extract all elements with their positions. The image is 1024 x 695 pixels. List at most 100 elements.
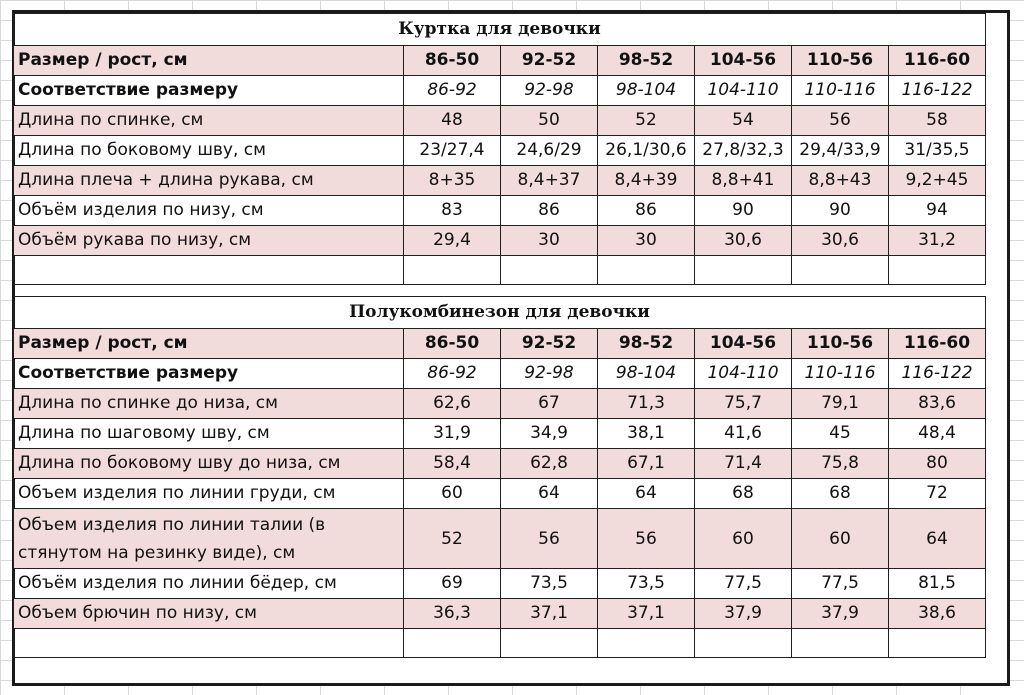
size-header-cell[interactable]: 104-56 — [694, 328, 792, 359]
empty-cell[interactable] — [13, 255, 404, 285]
measurement-value[interactable]: 80 — [888, 448, 986, 479]
measurement-value[interactable]: 71,4 — [694, 448, 792, 479]
size-header-cell[interactable]: 116-60 — [888, 45, 986, 76]
empty-cell[interactable] — [13, 628, 404, 658]
measurement-value[interactable]: 29,4/33,9 — [791, 135, 889, 166]
measurement-value[interactable]: 77,5 — [694, 568, 792, 599]
measurement-value[interactable]: 62,8 — [500, 448, 598, 479]
size-fit-cell[interactable]: 92-98 — [500, 75, 598, 106]
measurement-value[interactable]: 94 — [888, 195, 986, 226]
measurement-value[interactable]: 24,6/29 — [500, 135, 598, 166]
measurement-value[interactable]: 90 — [791, 195, 889, 226]
empty-cell[interactable] — [500, 255, 598, 285]
measurement-value[interactable]: 64 — [597, 478, 695, 509]
size-header-cell[interactable]: 98-52 — [597, 328, 695, 359]
size-header-label[interactable]: Размер / рост, см — [13, 45, 404, 76]
measurement-value[interactable]: 38,6 — [888, 598, 986, 629]
measurement-value[interactable]: 86 — [597, 195, 695, 226]
measurement-value[interactable]: 48,4 — [888, 418, 986, 449]
measurement-label[interactable]: Длина по спинке до низа, см — [13, 388, 404, 419]
measurement-label[interactable]: Длина плеча + длина рукава, см — [13, 165, 404, 196]
measurement-value[interactable]: 8,4+37 — [500, 165, 598, 196]
measurement-value[interactable]: 8,8+43 — [791, 165, 889, 196]
measurement-value[interactable]: 56 — [791, 105, 889, 136]
measurement-value[interactable]: 9,2+45 — [888, 165, 986, 196]
measurement-value[interactable]: 27,8/32,3 — [694, 135, 792, 166]
size-fit-cell[interactable]: 110-116 — [791, 358, 889, 389]
measurement-value[interactable]: 31,9 — [403, 418, 501, 449]
empty-cell[interactable] — [597, 628, 695, 658]
measurement-value[interactable]: 30 — [597, 225, 695, 256]
measurement-value[interactable]: 83,6 — [888, 388, 986, 419]
measurement-value[interactable]: 34,9 — [500, 418, 598, 449]
empty-cell[interactable] — [597, 255, 695, 285]
measurement-value[interactable]: 48 — [403, 105, 501, 136]
empty-cell[interactable] — [791, 255, 889, 285]
measurement-value[interactable]: 67,1 — [597, 448, 695, 479]
measurement-value[interactable]: 30 — [500, 225, 598, 256]
size-fit-cell[interactable]: 92-98 — [500, 358, 598, 389]
measurement-value[interactable]: 37,1 — [597, 598, 695, 629]
size-header-label[interactable]: Размер / рост, см — [13, 328, 404, 359]
size-fit-cell[interactable]: 86-92 — [403, 75, 501, 106]
size-header-cell[interactable]: 86-50 — [403, 45, 501, 76]
measurement-label[interactable]: Объём рукава по низу, см — [13, 225, 404, 256]
size-header-cell[interactable]: 98-52 — [597, 45, 695, 76]
measurement-value[interactable]: 83 — [403, 195, 501, 226]
measurement-label[interactable]: Объём изделия по линии бёдер, см — [13, 568, 404, 599]
measurement-value[interactable]: 50 — [500, 105, 598, 136]
size-fit-label[interactable]: Соответствие размеру — [13, 358, 404, 389]
measurement-value[interactable]: 52 — [403, 508, 501, 569]
size-fit-cell[interactable]: 98-104 — [597, 75, 695, 106]
measurement-value[interactable]: 8,8+41 — [694, 165, 792, 196]
size-fit-cell[interactable]: 104-110 — [694, 358, 792, 389]
empty-cell[interactable] — [403, 628, 501, 658]
measurement-label[interactable]: Длина по боковому шву, см — [13, 135, 404, 166]
measurement-value[interactable]: 64 — [500, 478, 598, 509]
measurement-value[interactable]: 30,6 — [694, 225, 792, 256]
measurement-value[interactable]: 72 — [888, 478, 986, 509]
measurement-value[interactable]: 75,8 — [791, 448, 889, 479]
measurement-value[interactable]: 23/27,4 — [403, 135, 501, 166]
measurement-value[interactable]: 62,6 — [403, 388, 501, 419]
measurement-value[interactable]: 67 — [500, 388, 598, 419]
empty-cell[interactable] — [403, 255, 501, 285]
measurement-value[interactable]: 64 — [888, 508, 986, 569]
measurement-value[interactable]: 73,5 — [500, 568, 598, 599]
measurement-value[interactable]: 58 — [888, 105, 986, 136]
measurement-value[interactable]: 68 — [791, 478, 889, 509]
measurement-value[interactable]: 52 — [597, 105, 695, 136]
measurement-value[interactable]: 30,6 — [791, 225, 889, 256]
measurement-value[interactable]: 69 — [403, 568, 501, 599]
measurement-value[interactable]: 73,5 — [597, 568, 695, 599]
measurement-value[interactable]: 79,1 — [791, 388, 889, 419]
measurement-label[interactable]: Объем брючин по низу, см — [13, 598, 404, 629]
measurement-value[interactable]: 60 — [403, 478, 501, 509]
size-header-cell[interactable]: 92-52 — [500, 328, 598, 359]
measurement-value[interactable]: 37,1 — [500, 598, 598, 629]
measurement-value[interactable]: 90 — [694, 195, 792, 226]
size-header-cell[interactable]: 86-50 — [403, 328, 501, 359]
measurement-value[interactable]: 45 — [791, 418, 889, 449]
size-fit-cell[interactable]: 110-116 — [791, 75, 889, 106]
measurement-label[interactable]: Длина по шаговому шву, см — [13, 418, 404, 449]
measurement-value[interactable]: 75,7 — [694, 388, 792, 419]
measurement-label[interactable]: Объём изделия по низу, см — [13, 195, 404, 226]
measurement-value[interactable]: 8+35 — [403, 165, 501, 196]
empty-cell[interactable] — [888, 255, 986, 285]
measurement-value[interactable]: 81,5 — [888, 568, 986, 599]
size-fit-cell[interactable]: 98-104 — [597, 358, 695, 389]
size-header-cell[interactable]: 104-56 — [694, 45, 792, 76]
measurement-value[interactable]: 68 — [694, 478, 792, 509]
measurement-value[interactable]: 31,2 — [888, 225, 986, 256]
empty-cell[interactable] — [694, 628, 792, 658]
size-fit-cell[interactable]: 116-122 — [888, 75, 986, 106]
size-fit-label[interactable]: Соответствие размеру — [13, 75, 404, 106]
measurement-value[interactable]: 58,4 — [403, 448, 501, 479]
size-fit-cell[interactable]: 86-92 — [403, 358, 501, 389]
measurement-value[interactable]: 41,6 — [694, 418, 792, 449]
measurement-value[interactable]: 71,3 — [597, 388, 695, 419]
measurement-value[interactable]: 54 — [694, 105, 792, 136]
measurement-value[interactable]: 60 — [694, 508, 792, 569]
measurement-label[interactable]: Объем изделия по линии груди, см — [13, 478, 404, 509]
